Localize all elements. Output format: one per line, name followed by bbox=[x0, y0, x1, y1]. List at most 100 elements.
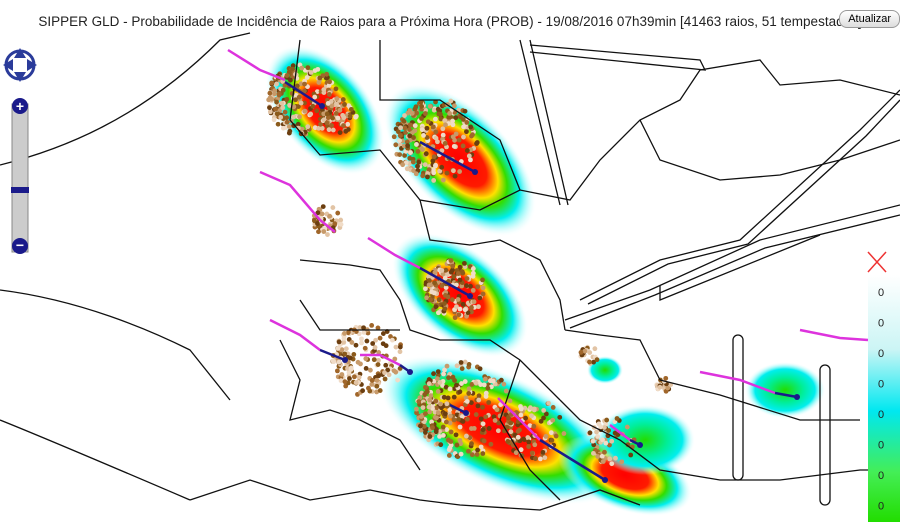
strike bbox=[438, 442, 444, 448]
strike bbox=[401, 143, 407, 149]
strike bbox=[470, 287, 476, 293]
strike bbox=[432, 270, 438, 275]
strike bbox=[518, 412, 524, 418]
strike bbox=[439, 148, 445, 154]
forecast-head bbox=[467, 293, 473, 299]
strike bbox=[466, 153, 472, 159]
strike bbox=[480, 291, 486, 297]
strike bbox=[330, 127, 336, 133]
strike bbox=[418, 423, 423, 429]
refresh-button[interactable]: Atualizar bbox=[839, 10, 900, 28]
strike bbox=[433, 99, 438, 105]
past-track bbox=[367, 236, 421, 270]
strike bbox=[466, 386, 472, 392]
strike bbox=[431, 107, 437, 113]
strike bbox=[457, 424, 463, 430]
strike bbox=[321, 229, 327, 234]
legend-label: 0 bbox=[878, 470, 884, 482]
strike bbox=[409, 110, 415, 116]
strike bbox=[375, 325, 381, 331]
legend: 0 0 0 0 0 0 0 0 bbox=[878, 287, 884, 513]
strike bbox=[416, 399, 422, 404]
zoom-out[interactable]: − bbox=[16, 237, 24, 253]
strike bbox=[415, 149, 421, 154]
borders bbox=[0, 32, 900, 511]
strike bbox=[334, 96, 340, 102]
strike bbox=[609, 438, 615, 444]
strike bbox=[407, 127, 412, 132]
strike bbox=[460, 143, 466, 149]
strike bbox=[486, 426, 492, 431]
strike bbox=[336, 339, 342, 345]
strike bbox=[451, 143, 457, 149]
strike bbox=[464, 313, 469, 319]
strike bbox=[324, 120, 330, 126]
strike bbox=[430, 425, 435, 431]
strike bbox=[599, 453, 605, 459]
strike bbox=[410, 159, 416, 165]
strike bbox=[424, 125, 430, 131]
forecast-head bbox=[472, 169, 478, 175]
strike bbox=[480, 421, 486, 427]
strike bbox=[375, 362, 381, 368]
legend-label: 0 bbox=[878, 348, 884, 360]
strike bbox=[395, 129, 401, 135]
strike bbox=[335, 210, 341, 216]
strike bbox=[319, 125, 325, 131]
strike bbox=[594, 357, 600, 363]
strike bbox=[395, 377, 401, 383]
zoom-in[interactable]: + bbox=[16, 98, 24, 114]
strike bbox=[600, 459, 606, 464]
pan-control[interactable] bbox=[3, 48, 37, 82]
strike bbox=[457, 277, 463, 283]
strike bbox=[485, 385, 491, 391]
strike bbox=[347, 113, 353, 119]
strike bbox=[447, 110, 452, 116]
strike bbox=[428, 297, 433, 303]
strike bbox=[446, 114, 452, 120]
strike bbox=[452, 173, 458, 179]
strike bbox=[427, 409, 433, 415]
strike bbox=[427, 434, 433, 439]
zoom-control[interactable]: + − bbox=[11, 98, 29, 254]
strike bbox=[464, 416, 470, 422]
strike bbox=[607, 442, 612, 448]
strike bbox=[505, 439, 511, 444]
strike bbox=[543, 411, 549, 417]
strike bbox=[457, 169, 463, 174]
strike bbox=[291, 104, 297, 110]
strike bbox=[471, 299, 477, 305]
strike bbox=[330, 205, 336, 210]
strike bbox=[414, 406, 419, 412]
strike bbox=[444, 401, 450, 407]
strike bbox=[460, 301, 466, 307]
strike bbox=[435, 106, 441, 112]
legend-label: 0 bbox=[878, 287, 884, 299]
strike bbox=[459, 366, 465, 371]
strike bbox=[359, 340, 364, 346]
strike bbox=[397, 152, 403, 157]
strike bbox=[305, 65, 311, 71]
strike bbox=[459, 414, 465, 420]
strike bbox=[454, 442, 460, 448]
strike bbox=[280, 87, 286, 93]
strike bbox=[284, 96, 290, 102]
past-track bbox=[799, 328, 869, 342]
strike bbox=[475, 403, 481, 409]
legend-label: 0 bbox=[878, 409, 884, 421]
legend-close[interactable] bbox=[867, 251, 887, 273]
strike bbox=[420, 173, 426, 179]
strike bbox=[402, 153, 407, 158]
strike bbox=[317, 75, 323, 81]
strike bbox=[450, 134, 456, 140]
strike bbox=[272, 88, 278, 94]
strike bbox=[452, 315, 458, 321]
strike bbox=[274, 99, 279, 105]
strike bbox=[454, 363, 460, 369]
strike bbox=[412, 123, 418, 129]
strike bbox=[280, 125, 286, 131]
strike bbox=[308, 111, 314, 117]
strike bbox=[369, 378, 375, 383]
strike bbox=[518, 406, 524, 412]
strike bbox=[397, 344, 403, 350]
